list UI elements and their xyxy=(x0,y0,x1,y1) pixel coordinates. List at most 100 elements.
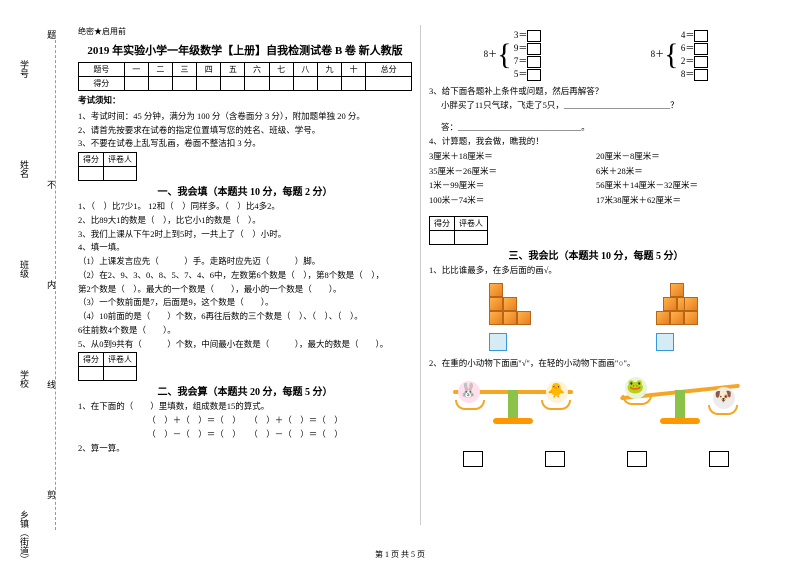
s1q4d: （3）一个数前面是7，后面是9，这个数是（ ）。 xyxy=(78,296,412,309)
base-icon xyxy=(660,418,700,424)
r3a: 1米－99厘米＝ xyxy=(429,179,596,192)
score-value-row: 得分 xyxy=(79,77,412,91)
ans-box[interactable] xyxy=(694,43,708,55)
s2q3-t: 3、给下面各题补上条件或问题，然后再解答？ xyxy=(429,85,763,98)
th-4: 四 xyxy=(197,63,221,77)
cube-set-1 xyxy=(483,283,543,351)
scorebox-3: 得分评卷人 xyxy=(429,216,488,245)
sb1-v2[interactable] xyxy=(104,167,137,181)
ans-box[interactable] xyxy=(527,30,541,42)
cubes-icon xyxy=(483,283,543,333)
sb2-v1[interactable] xyxy=(79,367,104,381)
th-3: 三 xyxy=(172,63,196,77)
sb1-v1[interactable] xyxy=(79,167,104,181)
scorebox-1: 得分评卷人 xyxy=(78,152,137,181)
scorebox-2: 得分评卷人 xyxy=(78,352,137,381)
sc-5[interactable] xyxy=(221,77,245,91)
rabbit-icon: 🐰 xyxy=(458,381,480,403)
th-7: 七 xyxy=(269,63,293,77)
th-0: 题号 xyxy=(79,63,125,77)
s2q1: 1、在下面的（ ）里填数，组成数是15的算式。 xyxy=(78,400,412,413)
sc-8[interactable] xyxy=(293,77,317,91)
sc-10[interactable] xyxy=(342,77,366,91)
balance-scale-1: 🐰 🐥 xyxy=(443,375,583,445)
margin-no: 不 xyxy=(45,180,58,189)
sc-7[interactable] xyxy=(269,77,293,91)
section3-title: 三、我会比（本题共 10 分，每题 5 分） xyxy=(429,247,763,262)
r4b: 17米38厘米＋62厘米＝ xyxy=(596,194,681,207)
s2q3-line: 小胖买了11只气球，飞走了5只，________________________… xyxy=(429,99,763,112)
r2a: 35厘米－26厘米＝ xyxy=(429,165,596,178)
ans-box[interactable] xyxy=(694,56,708,68)
sc-4[interactable] xyxy=(197,77,221,91)
score-header-row: 题号 一 二 三 四 五 六 七 八 九 十 总分 xyxy=(79,63,412,77)
section1-title: 一、我会填（本题共 10 分，每题 2 分） xyxy=(78,183,412,198)
eq8a-4: 5＝ xyxy=(514,69,528,79)
score-table: 题号 一 二 三 四 五 六 七 八 九 十 总分 得分 xyxy=(78,62,412,91)
check-box[interactable] xyxy=(489,333,507,351)
ans-box[interactable] xyxy=(527,69,541,81)
cube-comparison xyxy=(429,283,763,351)
ans-box[interactable] xyxy=(694,69,708,81)
sb1-c1: 得分 xyxy=(79,153,104,167)
eq8b-3: 2＝ xyxy=(681,56,695,66)
s1q2: 2、比89大1的数是（ ），比它小1的数是（ ）。 xyxy=(78,214,412,227)
s2q1a: （ ）＋（ ）＝（ ） （ ）＋（ ）＝（ ） xyxy=(78,414,412,427)
s3q2: 2、在重的小动物下面画"√"，在轻的小动物下面画"○"。 xyxy=(429,357,763,370)
brace-icon: { xyxy=(497,38,511,72)
ans-box[interactable] xyxy=(694,30,708,42)
section2-title: 二、我会算（本题共 20 分，每题 5 分） xyxy=(78,383,412,398)
th-6: 六 xyxy=(245,63,269,77)
notice-title: 考试须知： xyxy=(78,94,412,107)
s2q2: 2、算一算。 xyxy=(78,442,412,455)
brace-icon: { xyxy=(664,38,678,72)
score-label: 得分 xyxy=(79,77,125,91)
ans-box[interactable] xyxy=(527,43,541,55)
s2q3-ans: 答：_____________________________。 xyxy=(429,121,763,134)
sb3-v2[interactable] xyxy=(455,230,488,244)
eq8b-1: 4＝ xyxy=(681,30,695,40)
th-2: 二 xyxy=(148,63,172,77)
sc-3[interactable] xyxy=(172,77,196,91)
frog-icon: 🐸 xyxy=(625,377,647,399)
sc-1[interactable] xyxy=(124,77,148,91)
sc-6[interactable] xyxy=(245,77,269,91)
calc-row4: 100米－74米＝17米38厘米＋62厘米＝ xyxy=(429,193,763,208)
margin-q: 题 xyxy=(45,30,58,39)
answer-box[interactable] xyxy=(463,451,483,467)
s1q3: 3、我们上课从下午2时上到5时，一共上了（ ）小时。 xyxy=(78,228,412,241)
eq8b-lines: 4＝ 6＝ 2＝ 8＝ xyxy=(681,29,709,81)
eq8b-4: 8＝ xyxy=(681,69,695,79)
sb2-v2[interactable] xyxy=(104,367,137,381)
answer-box[interactable] xyxy=(709,451,729,467)
s1q4f: 6往前数4个数是（ ）。 xyxy=(78,324,412,337)
answer-boxes-row xyxy=(429,451,763,469)
eq8a-1: 3＝ xyxy=(514,30,528,40)
ans-box[interactable] xyxy=(527,56,541,68)
sb3-v1[interactable] xyxy=(430,230,455,244)
binding-margin: 乡镇（街道） 学校 班级 姓名 学号 剪 线 内 不 题 xyxy=(0,0,60,565)
answer-box[interactable] xyxy=(545,451,565,467)
sc-2[interactable] xyxy=(148,77,172,91)
r3b: 56厘米＋14厘米－32厘米＝ xyxy=(596,179,698,192)
eq8a-lines: 3＝ 9＝ 7＝ 5＝ xyxy=(514,29,542,81)
margin-name: 姓名 xyxy=(18,160,31,178)
notice-3: 3、不要在试卷上乱写乱画，卷面不整洁扣 3 分。 xyxy=(78,137,412,150)
sc-t[interactable] xyxy=(366,77,412,91)
r1b: 20厘米－8厘米＝ xyxy=(596,150,660,163)
margin-inner: 内 xyxy=(45,280,58,289)
cut-line xyxy=(55,30,56,530)
th-9: 九 xyxy=(317,63,341,77)
page-footer: 第 1 页 共 5 页 xyxy=(0,549,800,560)
chick-icon: 🐥 xyxy=(546,381,568,403)
equation-groups: 8＋{ 3＝ 9＝ 7＝ 5＝ 8＋{ 4＝ 6＝ 2＝ 8＝ xyxy=(429,29,763,81)
margin-line: 线 xyxy=(45,380,58,389)
th-10: 十 xyxy=(342,63,366,77)
answer-box[interactable] xyxy=(627,451,647,467)
margin-class: 班级 xyxy=(18,260,31,278)
s1q4a: （1）上课发言应先（ ）手。走路时应先迈（ ）脚。 xyxy=(78,255,412,268)
margin-cut: 剪 xyxy=(45,490,58,499)
sc-9[interactable] xyxy=(317,77,341,91)
sb2-c1: 得分 xyxy=(79,353,104,367)
check-box[interactable] xyxy=(656,333,674,351)
